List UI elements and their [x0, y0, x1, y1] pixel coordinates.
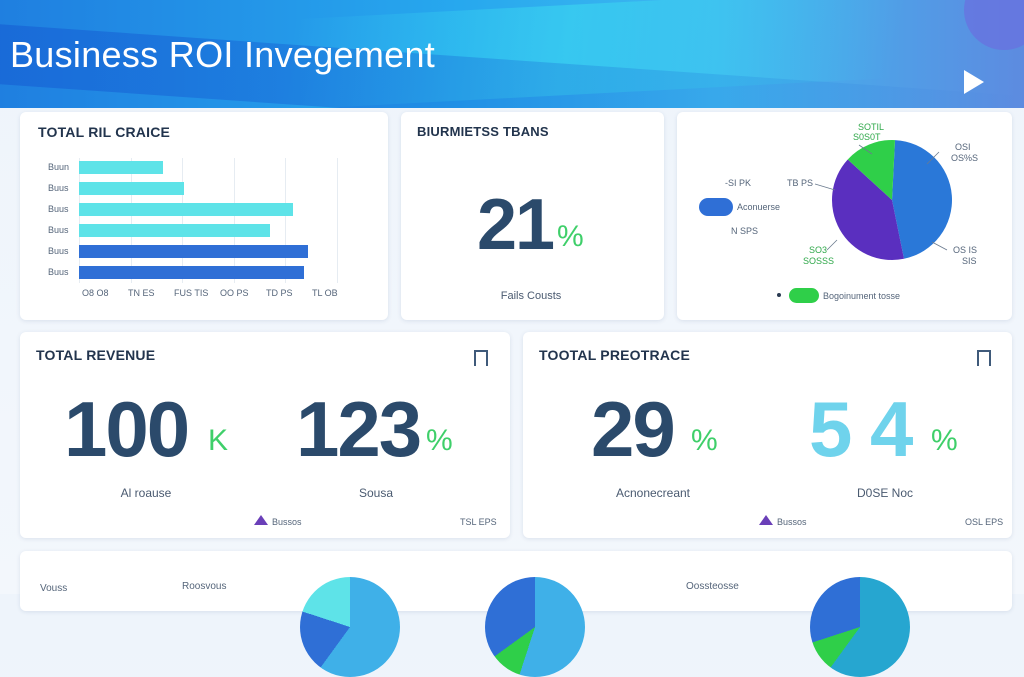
footer-label: Bussos	[777, 517, 807, 527]
protrace-unit: %	[691, 424, 718, 457]
pie-label: SOTIL	[858, 122, 885, 132]
pie-leader-line	[814, 183, 836, 191]
protrace-value: 29	[591, 385, 676, 473]
bar	[79, 161, 163, 174]
legend-swatch-blue	[699, 198, 733, 216]
bottom-card: Vouss Roosvous Oossteosse	[20, 551, 1012, 677]
pie-label: OSI	[955, 142, 971, 152]
total-chart-card: TOTAL RIL CRAICE	[20, 112, 388, 320]
gridline	[79, 158, 80, 283]
teams-unit: %	[557, 220, 584, 253]
bar-category-label: Buus	[48, 204, 69, 214]
revenue-value: 100	[64, 385, 190, 473]
header-banner: Business ROI Invegement	[0, 0, 1024, 108]
play-icon[interactable]	[964, 70, 984, 94]
pie-leader-line	[858, 144, 873, 155]
revenue-percent: 123	[296, 385, 422, 473]
card-title: TOOTAL PREOTRACE	[539, 347, 690, 363]
bottom-label: Oossteosse	[686, 581, 739, 592]
legend-dot	[777, 293, 781, 297]
bar	[79, 182, 185, 195]
revenue-caption: Al roause	[120, 486, 172, 500]
gridline	[337, 158, 338, 283]
pie-label: -SI PK	[725, 178, 752, 188]
x-tick-label: FUS TIS	[174, 288, 209, 298]
triangle-icon	[759, 515, 773, 525]
teams-value: 21	[477, 185, 555, 265]
bookmark-icon[interactable]	[977, 350, 991, 368]
pie-label: SO3	[809, 245, 828, 255]
pie-label: OS IS	[953, 245, 978, 255]
gridline	[233, 158, 235, 283]
pie-slice	[847, 140, 895, 200]
x-tick-label: TL OB	[312, 288, 338, 298]
gridline	[130, 158, 132, 283]
protrace-card: TOOTAL PREOTRACE 29 % 5 4 % Acnonecreant…	[523, 332, 1012, 538]
revenue-caption: Sousa	[358, 486, 394, 500]
donut-chart	[485, 577, 585, 677]
pie-label: OS%S	[951, 153, 979, 163]
x-tick-label: O8 O8	[82, 288, 109, 298]
pie-slice	[892, 140, 952, 259]
bookmark-icon[interactable]	[474, 350, 488, 368]
bar-category-label: Buus	[48, 246, 69, 256]
bottom-label: Vouss	[40, 583, 68, 594]
legend-label: Bogoinument tosse	[823, 291, 901, 301]
revenue-card: TOTAL REVENUE 100 K 123 % Al roause Sous…	[20, 332, 510, 538]
footer-label: OSL EPS	[965, 517, 1004, 527]
protrace-caption: Acnonecreant	[615, 486, 691, 500]
bar	[79, 224, 270, 237]
revenue-percent-unit: %	[426, 424, 453, 457]
x-tick-label: TD PS	[266, 288, 293, 298]
bar	[79, 245, 309, 258]
card-title: BIURMIETSS TBANS	[417, 124, 549, 139]
pie-label: SOSSS	[803, 256, 835, 266]
protrace-percent: 5 4	[809, 385, 913, 473]
card-title: TOTAL REVENUE	[36, 347, 156, 363]
pie-label: TB PS	[787, 178, 814, 188]
x-tick-label: OO PS	[220, 288, 249, 298]
donut-chart	[300, 577, 400, 677]
protrace-caption: D0SE Noc	[856, 486, 914, 500]
pie-slice	[832, 159, 904, 260]
footer-label: TSL EPS	[460, 517, 497, 527]
card-title: TOTAL RIL CRAICE	[38, 124, 171, 140]
legend-label: Aconuerse	[737, 202, 781, 212]
gridline	[182, 158, 184, 283]
legend-swatch-green	[789, 288, 819, 303]
protrace-percent-unit: %	[931, 424, 958, 457]
bottom-label: Roosvous	[182, 581, 227, 592]
pie-label: SIS	[962, 256, 977, 266]
pie-chart	[814, 140, 952, 260]
footer-label: Bussos	[272, 517, 302, 527]
pie-leader-line	[931, 241, 948, 251]
bar-category-label: Buus	[48, 183, 69, 193]
revenue-unit: K	[208, 424, 229, 457]
teams-caption: Fails Cousts	[500, 290, 562, 302]
gridline	[285, 158, 287, 283]
donut-chart	[810, 577, 910, 677]
pie-leader-line	[926, 151, 940, 165]
bar-category-label: Buun	[48, 162, 70, 172]
page-title: Business ROI Invegement	[10, 34, 436, 75]
pie-card: SOTIL S0S0T OSI OS%S -SI PK TB PS Aconue…	[677, 112, 1012, 320]
pie-label: S0S0T	[853, 132, 881, 142]
pie-leader-line	[826, 239, 838, 251]
pie-label: N SPS	[731, 226, 759, 236]
teams-card: BIURMIETSS TBANS 21 % Fails Cousts	[401, 112, 664, 320]
triangle-icon	[254, 515, 268, 525]
bar-category-label: Buus	[48, 267, 69, 277]
bar	[79, 203, 294, 216]
bar	[79, 266, 305, 279]
x-tick-label: TN ES	[128, 288, 155, 298]
bar-category-label: Buus	[48, 225, 69, 235]
